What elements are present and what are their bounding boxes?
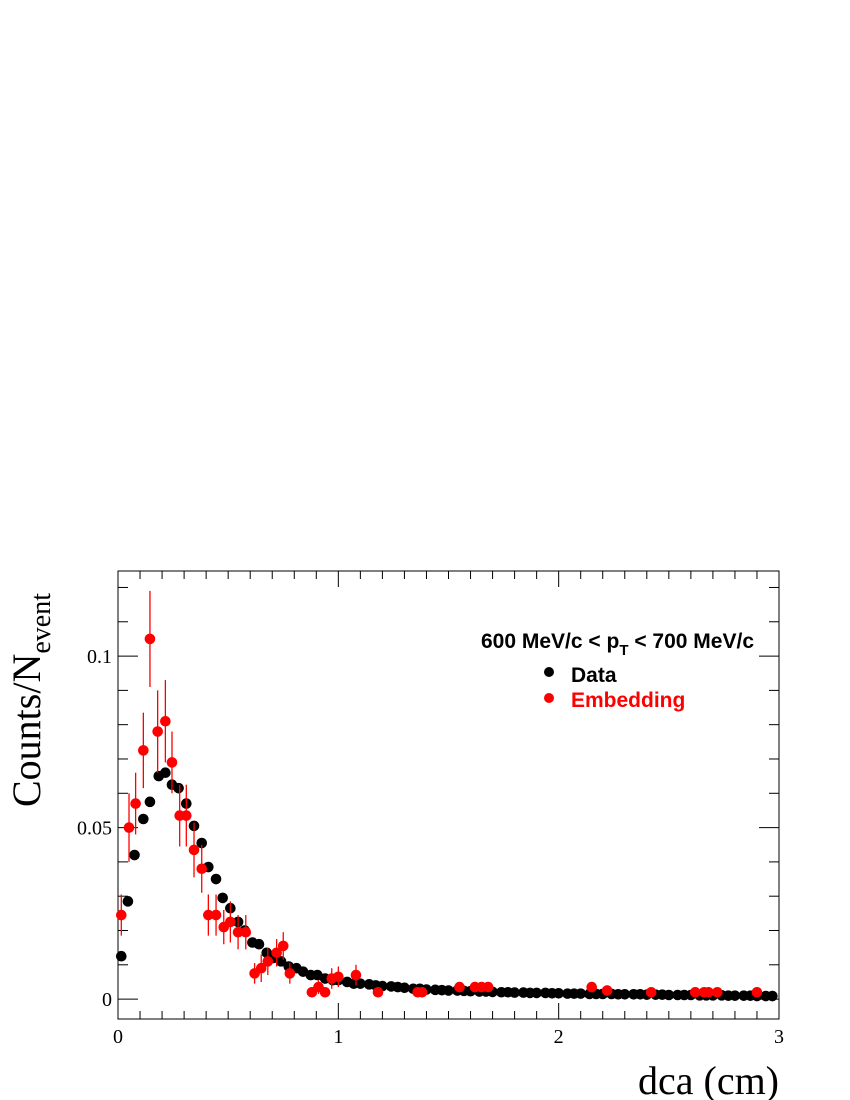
data-point <box>217 892 228 904</box>
data-point <box>122 896 134 907</box>
data-point <box>482 981 494 993</box>
data-point <box>601 985 613 996</box>
x-tick-label: 1 <box>333 1026 343 1048</box>
data-point <box>240 926 252 938</box>
data-point <box>255 962 267 974</box>
pt-range-left: 600 MeV/c < p <box>481 630 619 653</box>
legend-label-data: Data <box>571 664 617 687</box>
data-point <box>509 987 520 998</box>
data-point <box>129 849 140 861</box>
data-point <box>663 989 675 1001</box>
data-point <box>160 715 171 727</box>
data-point <box>619 989 631 1000</box>
series-data <box>116 767 778 1002</box>
data-point <box>262 956 274 967</box>
y-axis-title-subscript: event <box>26 593 57 654</box>
data-point <box>355 978 366 989</box>
series-embedding <box>116 590 763 998</box>
data-point <box>116 909 127 921</box>
data-point <box>586 981 598 993</box>
data-point <box>166 757 178 768</box>
x-tick-label: 0 <box>113 1026 123 1048</box>
data-point <box>416 986 428 998</box>
legend-marker-embedding <box>544 693 554 703</box>
legend-label-embedding: Embedding <box>571 689 685 712</box>
y-tick-label: 0.1 <box>87 646 112 668</box>
data-point <box>116 950 127 962</box>
data-point <box>138 745 149 756</box>
data-point <box>333 971 344 983</box>
pt-range-annotation: 600 MeV/c < pT < 700 MeV/c <box>481 630 754 659</box>
data-point <box>553 987 564 999</box>
data-point <box>350 969 362 981</box>
data-point <box>144 633 156 645</box>
data-point <box>225 916 236 928</box>
y-tick-label: 0.05 <box>77 818 112 840</box>
x-tick-label: 2 <box>554 1026 564 1048</box>
data-point <box>196 837 208 849</box>
data-point <box>689 986 701 998</box>
data-point <box>575 988 586 999</box>
data-point <box>188 844 200 856</box>
data-point <box>443 985 454 996</box>
data-point <box>123 822 135 833</box>
data-point <box>210 909 222 921</box>
pt-range-right: < 700 MeV/c <box>629 630 755 653</box>
data-point <box>751 986 763 998</box>
data-point <box>712 986 723 998</box>
pt-range-subscript: T <box>619 642 628 659</box>
data-point <box>138 813 149 825</box>
data-point <box>160 767 171 779</box>
y-axis-title-main: Counts/N <box>4 654 49 807</box>
data-point <box>144 796 156 808</box>
data-point <box>531 987 542 999</box>
data-point <box>196 863 208 875</box>
data-point <box>181 810 192 821</box>
x-axis-title: dca (cm) <box>638 1058 779 1100</box>
data-point <box>372 986 384 998</box>
data-point <box>152 726 163 737</box>
data-point <box>277 940 289 952</box>
series-layer <box>116 590 778 1002</box>
legend: Data Embedding <box>544 664 685 712</box>
data-point <box>232 926 244 938</box>
data-point <box>703 986 714 998</box>
data-point <box>729 990 741 1001</box>
data-point <box>454 981 465 993</box>
data-point <box>645 986 657 998</box>
data-point <box>271 947 282 959</box>
axis-ticks <box>117 571 780 1019</box>
data-point <box>253 938 265 950</box>
data-point <box>284 968 296 979</box>
data-point <box>130 798 141 809</box>
data-point <box>210 873 222 885</box>
tick-labels: 0 1 2 3 0 0.05 0.1 <box>77 646 784 1048</box>
data-point <box>173 782 184 794</box>
x-tick-label: 3 <box>774 1026 784 1048</box>
y-axis-title: Counts/Nevent <box>4 593 57 807</box>
data-point <box>203 909 214 921</box>
data-point <box>399 982 410 994</box>
data-point <box>319 986 331 998</box>
legend-marker-data <box>544 667 554 677</box>
data-point <box>767 990 778 1002</box>
y-tick-label: 0 <box>102 989 112 1011</box>
